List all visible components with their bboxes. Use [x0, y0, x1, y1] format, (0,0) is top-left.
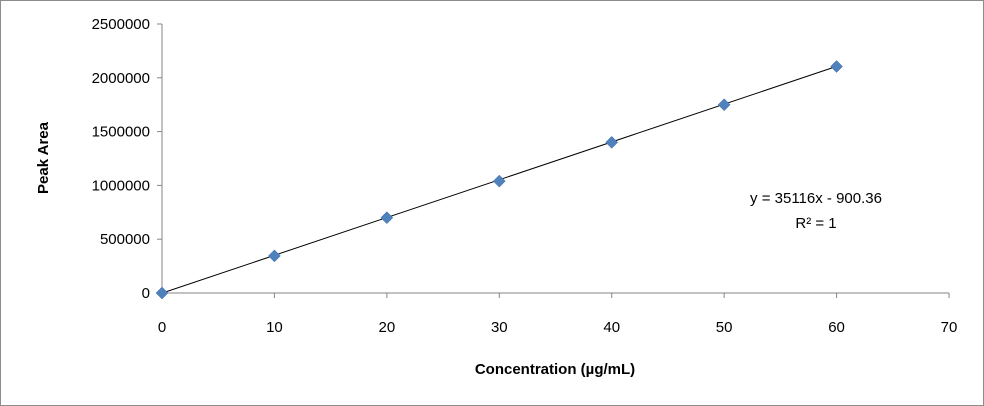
- data-points: [155, 60, 843, 300]
- x-tick-label: 0: [158, 319, 166, 336]
- data-point: [268, 249, 281, 263]
- y-tick-label: 1000000: [92, 177, 150, 194]
- x-tick-label: 30: [491, 319, 508, 336]
- trendline-equation: y = 35116x - 900.36: [750, 190, 882, 207]
- y-tick-label: 0: [142, 285, 150, 302]
- data-point: [492, 174, 506, 188]
- y-tick-label: 2500000: [92, 16, 150, 33]
- x-tick-label: 50: [716, 319, 733, 336]
- data-point: [717, 98, 731, 112]
- data-point: [380, 211, 394, 225]
- r-squared-label: R² = 1: [795, 215, 836, 232]
- x-axis-title: Concentration (µg/mL): [475, 361, 635, 378]
- x-tick-label: 10: [266, 319, 283, 336]
- x-axis-ticks: 0 10 20 30 40 50 60 70: [158, 293, 958, 336]
- y-axis-ticks: 0 500000 1000000 1500000 2000000 2500000: [92, 16, 162, 302]
- y-tick-label: 1500000: [92, 124, 150, 141]
- x-tick-label: 40: [603, 319, 620, 336]
- y-tick-label: 2000000: [92, 70, 150, 87]
- y-tick-label: 500000: [100, 231, 150, 248]
- data-point: [830, 60, 843, 73]
- data-point: [155, 286, 169, 300]
- data-point: [605, 136, 619, 149]
- x-tick-label: 70: [941, 319, 958, 336]
- y-axis-title: Peak Area: [35, 121, 52, 194]
- x-tick-label: 60: [828, 319, 845, 336]
- x-tick-label: 20: [379, 319, 396, 336]
